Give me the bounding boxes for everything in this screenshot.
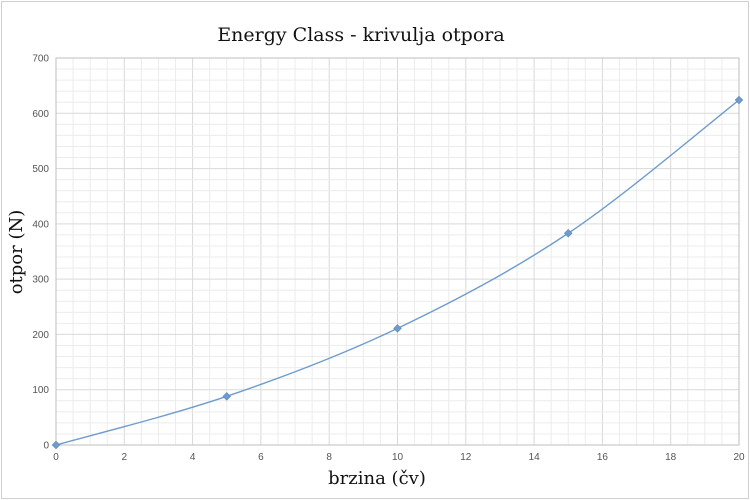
y-tick-label: 0 [43,441,49,452]
y-tick-label: 300 [32,275,49,286]
y-tick-label: 600 [32,109,49,120]
y-tick-label: 100 [32,385,49,396]
y-tick-label: 400 [32,219,49,230]
plot-area-frame [55,57,740,446]
x-tick-label: 2 [122,452,128,463]
y-axis-title: otpor (N) [6,210,27,295]
data-point-marker [51,440,61,450]
x-tick-label: 6 [258,452,264,463]
x-tick-label: 10 [392,452,404,463]
y-tick-label: 500 [32,164,49,175]
x-tick-label: 14 [529,452,541,463]
x-tick-label: 8 [326,452,332,463]
data-point-marker [734,95,744,105]
x-tick-label: 0 [53,452,59,463]
data-point-marker [222,392,231,401]
data-point-marker [564,229,573,238]
x-tick-label: 12 [460,452,472,463]
x-tick-label: 16 [597,452,609,463]
data-markers [51,95,744,450]
chart-title: Energy Class - krivulja otpora [217,24,504,46]
x-tick-label: 20 [733,452,745,463]
data-point-marker [393,324,402,333]
y-tick-label: 700 [32,54,49,65]
x-axis-title: brzina (čv) [328,468,426,489]
x-tick-label: 4 [190,452,196,463]
x-tick-label: 18 [665,452,677,463]
grid [55,57,740,446]
y-tick-label: 200 [32,330,49,341]
